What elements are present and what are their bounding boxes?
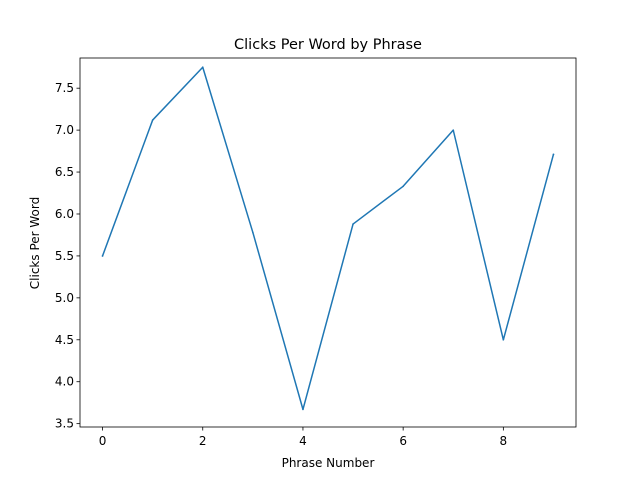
x-axis-label: Phrase Number xyxy=(282,456,375,470)
data-point xyxy=(201,66,204,69)
y-tick-label: 6.5 xyxy=(55,165,74,179)
data-point xyxy=(252,231,254,234)
data-point xyxy=(452,129,455,131)
y-tick-label: 5.0 xyxy=(55,291,74,305)
data-point xyxy=(302,408,304,411)
y-tick-label: 6.0 xyxy=(55,207,74,221)
y-tick-label: 7.5 xyxy=(55,81,74,95)
plot-frame xyxy=(79,57,577,428)
chart-title: Clicks Per Word by Phrase xyxy=(234,37,422,53)
y-tick-label: 3.5 xyxy=(55,417,74,431)
data-point xyxy=(151,119,154,121)
data-point xyxy=(352,223,354,225)
series-layer xyxy=(101,66,555,411)
data-point xyxy=(502,338,505,341)
y-tick-label: 4.5 xyxy=(55,333,74,347)
data-point xyxy=(402,185,404,188)
x-tick-label: 4 xyxy=(299,434,307,448)
data-point xyxy=(552,153,555,156)
y-tick-label: 7.0 xyxy=(55,123,74,137)
x-tick-label: 0 xyxy=(99,434,107,448)
x-tick-label: 6 xyxy=(399,434,407,448)
axes: 0 2 4 6 8 3.5 4.0 4.5 5.0 5.5 6.0 6.5 7.0 7.5 xyxy=(55,57,577,448)
data-point xyxy=(101,255,104,257)
x-tick-label: 2 xyxy=(199,434,207,448)
x-tick-label: 8 xyxy=(500,434,508,448)
y-tick-label: 5.5 xyxy=(55,249,74,263)
y-axis-label: Clicks Per Word xyxy=(28,197,42,289)
series-line-0 xyxy=(101,66,555,411)
y-tick-label: 4.0 xyxy=(55,375,74,389)
